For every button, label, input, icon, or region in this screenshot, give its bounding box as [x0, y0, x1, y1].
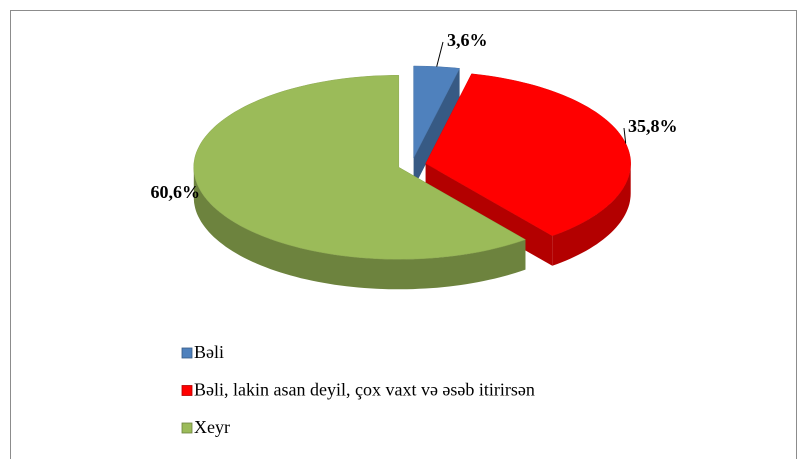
slice-side — [413, 68, 460, 188]
slice-top — [425, 73, 631, 237]
slice-wall — [552, 163, 631, 266]
slice-wall — [193, 167, 526, 290]
legend-swatch — [181, 422, 193, 434]
data-label: 35,8% — [628, 116, 678, 136]
legend-swatch — [181, 385, 193, 396]
leader-line — [436, 41, 444, 67]
legend-label: Xeyr — [194, 417, 230, 437]
data-label: 3,6% — [447, 30, 488, 50]
legend-label: Bəli, lakin asan deyil, çox vaxt və əsəb… — [194, 380, 535, 400]
pie-slice — [193, 75, 527, 290]
data-label: 60,6% — [151, 182, 201, 202]
leader-line — [623, 127, 627, 144]
legend-label: Bəli — [194, 342, 224, 362]
legend-swatch — [181, 347, 193, 359]
slice-top — [193, 75, 527, 260]
